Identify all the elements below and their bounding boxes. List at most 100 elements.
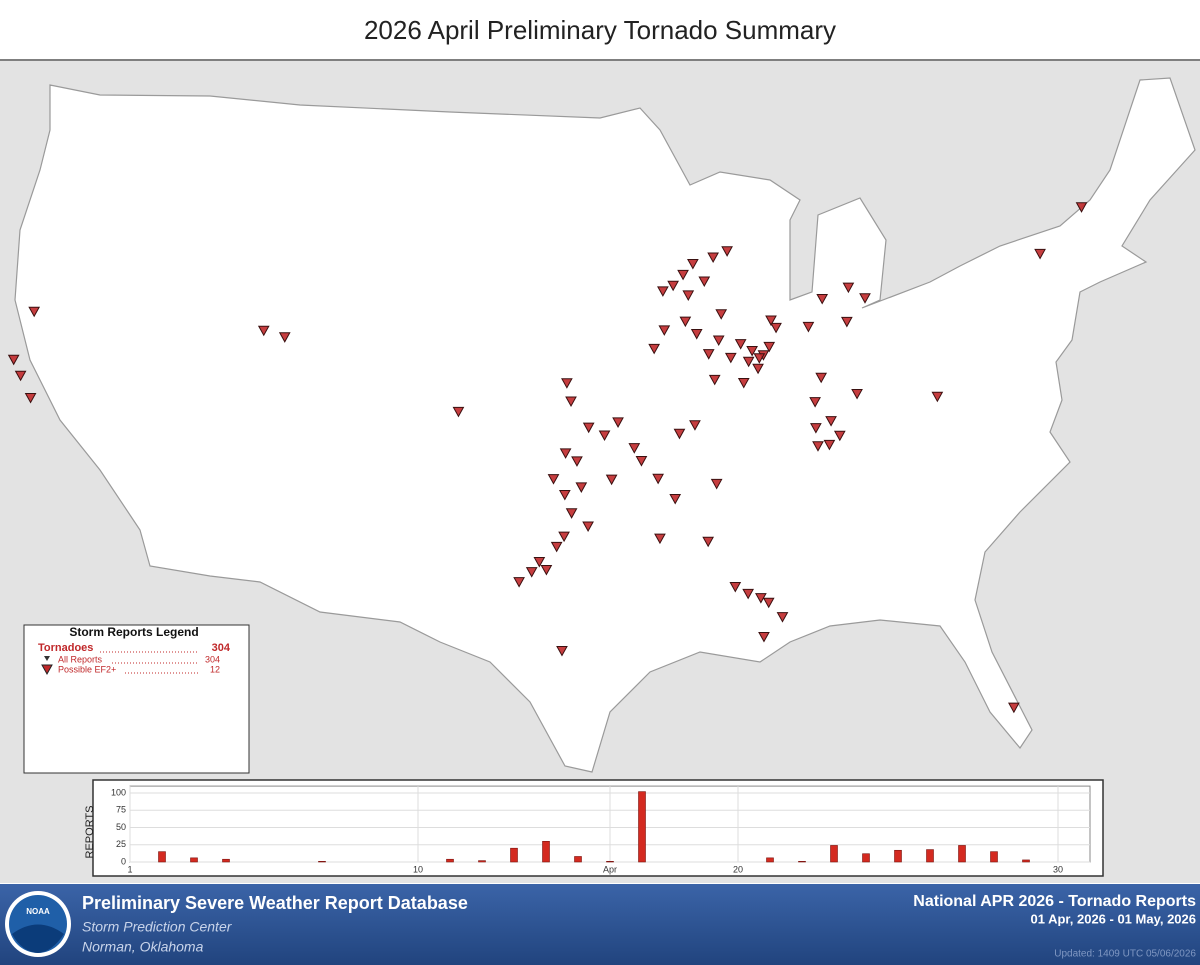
tornado-marker bbox=[559, 448, 572, 459]
tornado-marker bbox=[721, 246, 733, 257]
tornado-marker bbox=[698, 276, 711, 288]
tornado-marker bbox=[28, 306, 41, 318]
tornado-marker bbox=[648, 343, 661, 355]
tornado-marker bbox=[540, 564, 553, 576]
tornado-marker bbox=[654, 533, 666, 545]
footer-report: National APR 2026 - Tornado Reports bbox=[913, 893, 1196, 910]
daily-chart: 0 25 50 75 100 1 10 Apr 20 30 bbox=[111, 785, 1091, 874]
tornado-marker bbox=[605, 474, 618, 486]
legend-count: 12 bbox=[210, 664, 220, 674]
tornado-marker bbox=[628, 443, 641, 454]
tornado-marker bbox=[561, 378, 573, 389]
y-tick-label: 25 bbox=[116, 839, 126, 849]
tornado-marker bbox=[708, 374, 721, 386]
tornado-marker bbox=[1008, 702, 1020, 714]
tornado-marker bbox=[742, 356, 755, 368]
y-tick-label: 0 bbox=[121, 856, 126, 866]
tornado-marker bbox=[753, 353, 766, 364]
bar bbox=[958, 845, 966, 863]
bar bbox=[542, 840, 550, 863]
bar bbox=[510, 847, 518, 863]
tornado-marker bbox=[575, 482, 588, 493]
tornado-marker bbox=[851, 389, 863, 400]
tornado-marker bbox=[565, 396, 577, 407]
legend-box bbox=[23, 624, 250, 774]
tornado-marker bbox=[278, 332, 291, 343]
logo-text: NOAA bbox=[26, 907, 50, 916]
footer-center: Storm Prediction Center bbox=[82, 919, 233, 935]
tornado-marker bbox=[770, 322, 782, 334]
x-tick-label: Apr bbox=[603, 864, 617, 874]
tornado-marker bbox=[689, 420, 701, 431]
tornado-marker bbox=[1075, 202, 1088, 213]
tornado-marker bbox=[825, 416, 837, 427]
footer-updated: Updated: 1409 UTC 05/06/2026 bbox=[1054, 949, 1196, 960]
legend-icon bbox=[41, 664, 53, 676]
tornado-marker bbox=[776, 612, 789, 623]
tornado-marker bbox=[550, 541, 563, 553]
tornado-marker bbox=[558, 489, 571, 501]
bar bbox=[830, 845, 838, 863]
y-axis-label: REPORTS bbox=[84, 806, 96, 859]
tornado-marker bbox=[758, 631, 770, 643]
bar bbox=[766, 857, 774, 863]
logo-wave bbox=[12, 924, 64, 953]
tornado-marker bbox=[746, 345, 758, 357]
tornado-marker bbox=[673, 428, 686, 440]
tornado-marker bbox=[547, 474, 560, 485]
x-tick-label: 10 bbox=[413, 864, 423, 874]
tornado-marker bbox=[682, 290, 695, 301]
tornado-marker bbox=[582, 521, 594, 532]
tornado-marker bbox=[1034, 248, 1046, 260]
tornado-marker bbox=[565, 508, 578, 519]
tornado-marker bbox=[679, 316, 692, 328]
tornado-marker bbox=[707, 252, 719, 264]
tornado-marker bbox=[737, 377, 750, 389]
tornado-marker bbox=[669, 494, 682, 505]
legend-label: Possible EF2+ bbox=[58, 664, 116, 674]
tornado-marker bbox=[833, 430, 846, 442]
tornado-marker bbox=[702, 536, 715, 548]
tornado-marker bbox=[762, 597, 775, 609]
tornado-marker bbox=[582, 422, 595, 434]
tornado-marker bbox=[14, 370, 27, 382]
bar bbox=[446, 858, 454, 863]
page-title: 2026 April Preliminary Tornado Summary bbox=[364, 15, 836, 45]
bar bbox=[862, 853, 870, 863]
tornado-marker bbox=[765, 315, 777, 327]
legend-label: Tornadoes bbox=[38, 642, 93, 654]
legend-count: 304 bbox=[212, 642, 231, 654]
tornado-marker bbox=[816, 294, 829, 305]
tornado-marker bbox=[598, 430, 611, 442]
bar bbox=[478, 860, 486, 863]
tornado-marker bbox=[658, 325, 671, 336]
tornado-marker bbox=[724, 352, 737, 364]
bar bbox=[1022, 859, 1030, 863]
footer-band bbox=[0, 884, 1200, 965]
tornado-marker bbox=[525, 567, 538, 578]
tornado-marker bbox=[710, 478, 723, 490]
legend-icon bbox=[44, 656, 50, 661]
tornado-marker bbox=[715, 309, 728, 320]
tornado-marker bbox=[841, 316, 853, 328]
bar bbox=[574, 856, 582, 863]
tornado-marker bbox=[558, 531, 570, 543]
bar bbox=[798, 861, 806, 863]
tornado-marker bbox=[677, 269, 689, 281]
tornado-marker bbox=[513, 577, 525, 588]
y-tick-label: 100 bbox=[111, 787, 126, 797]
tornado-marker bbox=[571, 456, 583, 467]
tornado-marker bbox=[652, 473, 664, 485]
tornado-marker bbox=[702, 349, 715, 360]
tornado-marker bbox=[533, 556, 546, 568]
legend: Storm Reports Legend Tornadoes 304 All R… bbox=[23, 624, 250, 774]
bar bbox=[926, 849, 934, 863]
bar bbox=[990, 851, 998, 863]
tornado-marker bbox=[809, 397, 821, 408]
y-tick-label: 75 bbox=[116, 805, 126, 815]
x-tick-label: 20 bbox=[733, 864, 743, 874]
tornado-marker bbox=[810, 423, 822, 434]
tornado-marker bbox=[687, 258, 699, 270]
tornado-marker bbox=[842, 282, 855, 294]
